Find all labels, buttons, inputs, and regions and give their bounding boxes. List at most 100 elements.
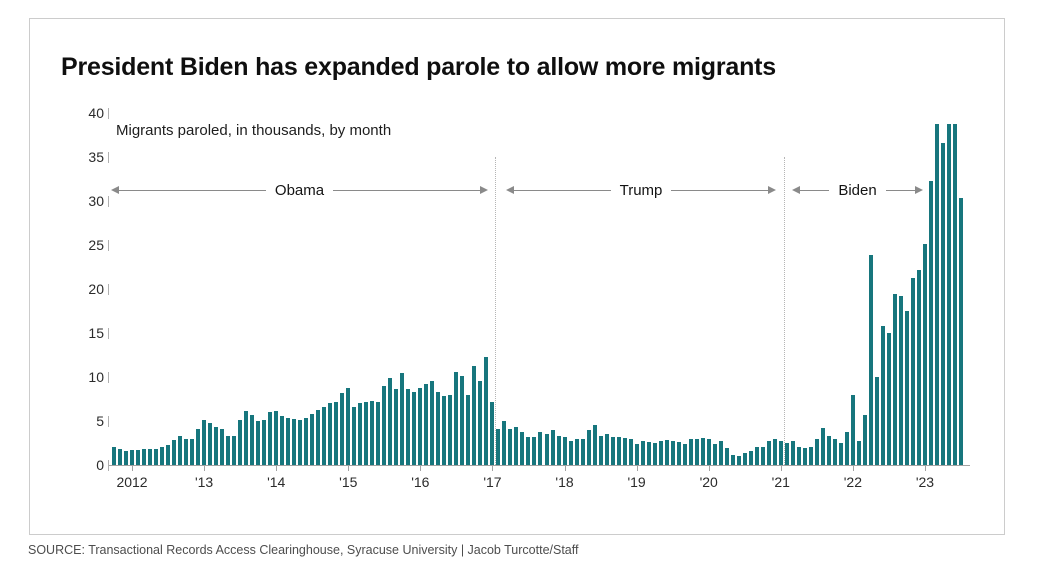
- y-axis-label-15: 15: [88, 325, 104, 341]
- bar-month-0: [112, 446, 116, 465]
- arrowhead-right-icon: [768, 186, 776, 194]
- x-axis-label-18: '18: [555, 474, 574, 490]
- bar-month-11: [178, 435, 183, 465]
- bar-month-96: [688, 439, 693, 465]
- bar-month-129: [886, 333, 891, 465]
- bar-month-18: [220, 428, 225, 465]
- era-label-obama: Obama: [274, 181, 325, 199]
- bar-month-38: [340, 392, 345, 465]
- bar-month-71: [538, 432, 543, 465]
- bar-month-86: [628, 439, 633, 465]
- bar-month-75: [562, 436, 567, 465]
- bar-month-134: [916, 269, 921, 465]
- bar-month-113: [790, 441, 795, 465]
- bar-month-106: [748, 450, 753, 465]
- bar-month-27: [274, 411, 279, 465]
- x-axis-label-13: '13: [194, 474, 214, 490]
- bar-month-138: [940, 142, 945, 465]
- bar-month-33: [310, 413, 315, 465]
- bar-month-40: [352, 406, 357, 465]
- bar-month-90: [652, 443, 657, 465]
- bar-month-36: [328, 402, 333, 465]
- arrowhead-right-icon: [480, 186, 489, 194]
- bar-month-21: [238, 420, 243, 465]
- bar-month-46: [388, 377, 393, 465]
- arrowhead-left-icon: [506, 186, 514, 194]
- bar-month-10: [172, 440, 177, 465]
- bar-month-29: [286, 418, 291, 465]
- bar-month-15: [202, 420, 207, 465]
- bar-month-125: [862, 414, 867, 465]
- chart-title: President Biden has expanded parole to a…: [61, 53, 776, 81]
- bar-month-12: [184, 438, 189, 465]
- bar-month-74: [556, 435, 561, 465]
- bar-month-50: [412, 391, 417, 465]
- x-axis-tick-15: [348, 466, 350, 471]
- bar-month-99: [706, 438, 711, 465]
- bar-month-104: [736, 456, 741, 465]
- y-axis-label-20: 20: [88, 281, 104, 297]
- bar-month-35: [322, 406, 327, 465]
- arrowhead-left-icon: [792, 186, 800, 194]
- bar-month-141: [958, 198, 963, 465]
- bar-month-13: [190, 439, 195, 465]
- bar-month-95: [682, 443, 687, 465]
- bar-month-59: [466, 394, 471, 465]
- bar-month-117: [814, 439, 819, 465]
- bar-month-121: [838, 443, 843, 465]
- y-axis-label-0: 0: [96, 457, 104, 473]
- bar-month-8: [160, 447, 165, 465]
- bar-month-25: [262, 420, 267, 465]
- bar-month-81: [598, 435, 603, 465]
- bar-month-72: [544, 434, 549, 465]
- bar-month-55: [442, 396, 447, 465]
- bar-month-94: [676, 442, 681, 465]
- bar-month-43: [370, 400, 375, 465]
- bar-month-119: [826, 435, 831, 465]
- bar-month-132: [904, 311, 909, 465]
- bar-month-56: [448, 394, 453, 465]
- bar-month-118: [820, 428, 825, 465]
- arrow-shaft: [671, 189, 768, 191]
- bar-month-3: [130, 450, 135, 465]
- bar-month-26: [268, 412, 273, 465]
- bar-month-128: [880, 325, 885, 465]
- y-axis-label-10: 10: [88, 369, 104, 385]
- y-axis-tick-40: [108, 107, 109, 119]
- bar-month-83: [610, 436, 615, 465]
- bar-month-44: [376, 401, 381, 465]
- bar-month-61: [478, 381, 483, 465]
- bar-month-85: [622, 437, 627, 465]
- bar-month-92: [664, 440, 669, 465]
- y-axis-tick-20: [108, 283, 109, 295]
- bar-month-17: [214, 427, 219, 465]
- x-axis-tick-13: [204, 466, 206, 471]
- y-axis-tick-0: [108, 459, 109, 471]
- bar-month-28: [280, 415, 285, 465]
- y-axis-label-30: 30: [88, 193, 104, 209]
- y-axis-tick-35: [108, 151, 109, 163]
- bar-month-133: [910, 278, 915, 465]
- bar-month-58: [460, 376, 465, 465]
- arrow-shaft: [885, 189, 915, 191]
- bar-month-53: [430, 380, 435, 465]
- x-axis-tick-18: [564, 466, 566, 471]
- bar-month-20: [232, 435, 237, 465]
- bar-month-32: [304, 418, 309, 465]
- arrow-shaft: [800, 189, 830, 191]
- chart-subtitle: Migrants paroled, in thousands, by month: [116, 122, 392, 139]
- bar-month-102: [724, 448, 729, 465]
- bar-month-97: [694, 438, 699, 465]
- x-axis-tick-23: [924, 466, 926, 471]
- era-arrow-biden: Biden: [792, 182, 923, 199]
- y-axis-tick-10: [108, 371, 109, 383]
- x-axis-tick-22: [852, 466, 854, 471]
- bar-month-136: [928, 180, 933, 465]
- bar-month-6: [148, 449, 153, 465]
- x-axis-tick-19: [636, 466, 638, 471]
- bar-month-135: [922, 244, 927, 465]
- chart-card: President Biden has expanded parole to a…: [29, 18, 1005, 535]
- x-axis-label-23: '23: [915, 474, 935, 490]
- bar-month-51: [418, 387, 423, 465]
